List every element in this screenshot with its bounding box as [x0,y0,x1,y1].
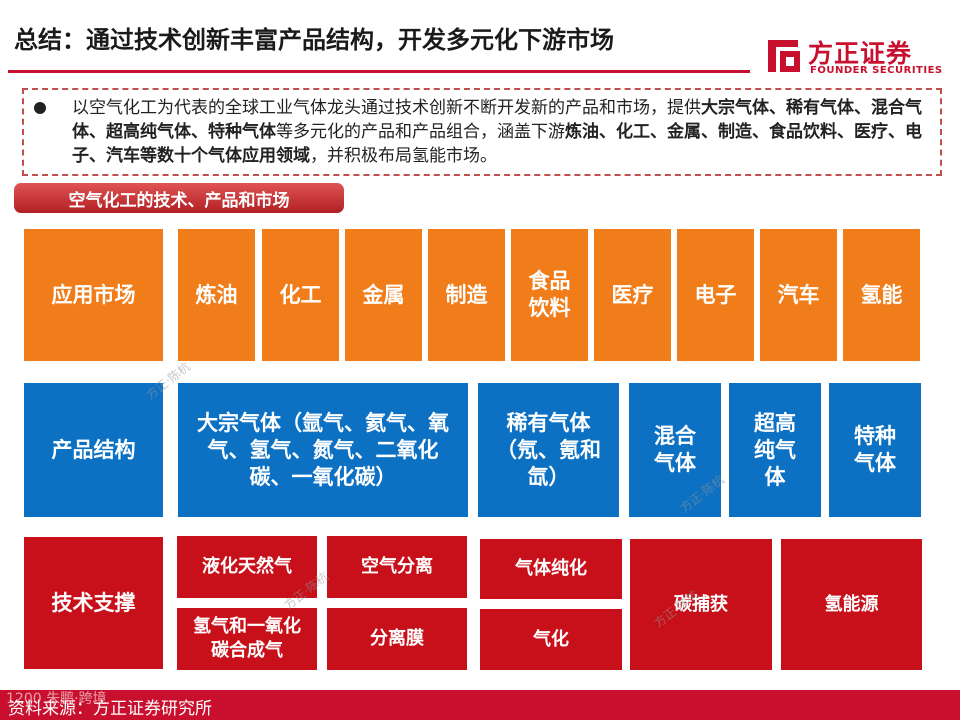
market-item: 食品饮料 [511,229,588,361]
logo-text-en: FOUNDER SECURITIES [810,65,943,76]
section-label: 空气化工的技术、产品和市场 [14,183,344,213]
market-item: 金属 [345,229,422,361]
footer-bar [0,690,960,720]
founder-logo-icon [768,40,800,72]
tech-item: 空气分离 [327,536,467,598]
summary-bold-products: 大宗气体、稀有气体、混合气体、超高纯气体、特种气体 [72,98,922,142]
market-item: 制造 [428,229,505,361]
summary-bold-markets: 炼油、化工、金属、制造、食品饮料、医疗、电子、汽车等数十个气体应用领域 [72,122,922,166]
title-divider [8,70,750,73]
market-item: 汽车 [760,229,837,361]
market-item: 化工 [262,229,339,361]
source-note: 资料来源：方正证券研究所 [8,699,212,719]
product-item: 特种气体 [829,383,921,517]
market-item: 医疗 [594,229,671,361]
summary-box: 以空气化工为代表的全球工业气体龙头通过技术创新不断开发新的产品和市场，提供大宗气… [22,88,942,176]
tech-item: 氢能源 [781,539,922,670]
logo-text-cn: 方正证券 [808,39,913,68]
tech-item: 气体纯化 [480,539,622,599]
market-header: 应用市场 [24,229,163,361]
tech-header: 技术支撑 [24,537,163,669]
summary-part-2: 等多元化的产品和产品组合，涵盖下游 [276,122,565,142]
tech-item: 氢气和一氧化碳合成气 [177,608,317,670]
tech-item: 分离膜 [327,608,467,670]
company-logo: 方正证券 FOUNDER SECURITIES [766,34,946,80]
tech-item: 碳捕获 [630,539,772,670]
tech-item: 气化 [480,609,622,670]
products-header: 产品结构 [24,383,163,517]
summary-text: 以空气化工为代表的全球工业气体龙头通过技术创新不断开发新的产品和市场，提供大宗气… [72,96,934,168]
summary-part-1: 以空气化工为代表的全球工业气体龙头通过技术创新不断开发新的产品和市场，提供 [72,98,701,118]
market-item: 氢能 [843,229,920,361]
product-item: 稀有气体（氖、氪和氙） [478,383,619,517]
page-title: 总结：通过技术创新丰富产品结构，开发多元化下游市场 [14,26,614,54]
summary-part-3: ，并积极布局氢能市场。 [310,146,497,166]
bullet-icon [34,102,46,114]
footer-watermark: 1200 朱鹏·跨境 [6,691,107,707]
tech-item: 液化天然气 [177,536,317,598]
market-item: 电子 [677,229,754,361]
product-item: 大宗气体（氩气、氦气、氧气、氢气、氮气、二氧化碳、一氧化碳） [178,383,468,517]
product-item: 混合气体 [629,383,721,517]
product-item: 超高纯气体 [729,383,821,517]
market-item: 炼油 [178,229,255,361]
